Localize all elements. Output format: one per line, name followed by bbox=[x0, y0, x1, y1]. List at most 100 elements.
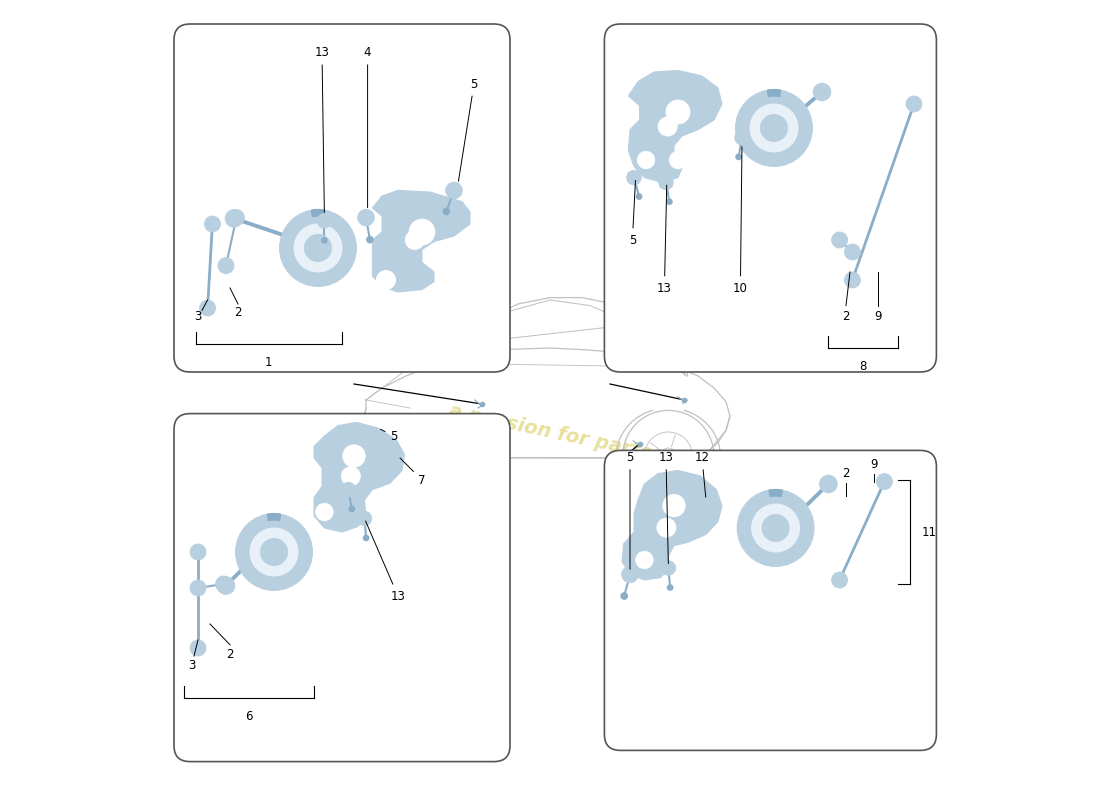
Text: 9: 9 bbox=[874, 310, 882, 322]
Text: 2: 2 bbox=[843, 467, 849, 480]
Circle shape bbox=[621, 566, 638, 582]
FancyBboxPatch shape bbox=[604, 450, 936, 750]
Polygon shape bbox=[628, 70, 722, 182]
Circle shape bbox=[190, 640, 206, 656]
Circle shape bbox=[820, 475, 837, 493]
Circle shape bbox=[216, 576, 232, 592]
Circle shape bbox=[735, 130, 749, 145]
Circle shape bbox=[261, 538, 287, 566]
Circle shape bbox=[877, 474, 892, 490]
Circle shape bbox=[349, 506, 355, 512]
Text: 5: 5 bbox=[626, 451, 634, 570]
Circle shape bbox=[832, 232, 848, 248]
Text: 8: 8 bbox=[859, 360, 867, 373]
FancyBboxPatch shape bbox=[604, 24, 936, 372]
Circle shape bbox=[750, 104, 798, 152]
Polygon shape bbox=[373, 190, 470, 292]
Circle shape bbox=[341, 482, 355, 497]
Circle shape bbox=[321, 237, 328, 244]
Text: 11: 11 bbox=[922, 526, 937, 538]
Circle shape bbox=[737, 490, 814, 566]
Text: 5: 5 bbox=[381, 430, 398, 442]
Circle shape bbox=[666, 100, 690, 124]
Circle shape bbox=[341, 466, 361, 486]
Circle shape bbox=[906, 96, 922, 112]
Text: 4: 4 bbox=[364, 46, 372, 208]
Circle shape bbox=[620, 592, 628, 600]
Text: 13: 13 bbox=[659, 451, 673, 564]
Circle shape bbox=[658, 117, 678, 136]
Circle shape bbox=[190, 580, 206, 596]
Text: 9: 9 bbox=[870, 458, 878, 470]
Circle shape bbox=[751, 504, 800, 552]
Text: 5: 5 bbox=[459, 78, 477, 182]
Circle shape bbox=[366, 236, 374, 243]
Text: 1: 1 bbox=[265, 356, 273, 369]
Circle shape bbox=[627, 170, 641, 185]
Polygon shape bbox=[314, 422, 405, 532]
Text: a passion for parts: a passion for parts bbox=[447, 402, 653, 462]
Circle shape bbox=[250, 528, 298, 576]
Text: 13: 13 bbox=[365, 521, 406, 602]
Text: 6: 6 bbox=[245, 710, 253, 723]
Circle shape bbox=[446, 182, 462, 198]
Circle shape bbox=[663, 494, 685, 517]
Wedge shape bbox=[311, 210, 324, 217]
Circle shape bbox=[199, 300, 216, 316]
Circle shape bbox=[316, 503, 333, 521]
Circle shape bbox=[294, 224, 342, 272]
Circle shape bbox=[636, 193, 642, 200]
Circle shape bbox=[226, 210, 243, 227]
Circle shape bbox=[661, 561, 675, 575]
Circle shape bbox=[736, 90, 813, 166]
Circle shape bbox=[637, 151, 654, 169]
Wedge shape bbox=[768, 90, 781, 97]
Polygon shape bbox=[621, 470, 722, 580]
Circle shape bbox=[409, 219, 434, 245]
Circle shape bbox=[343, 445, 365, 467]
Wedge shape bbox=[267, 514, 280, 521]
Text: 5: 5 bbox=[629, 180, 636, 246]
Text: 2: 2 bbox=[227, 648, 233, 661]
Circle shape bbox=[235, 514, 312, 590]
Circle shape bbox=[657, 518, 676, 538]
Text: 2: 2 bbox=[234, 306, 242, 318]
Wedge shape bbox=[769, 490, 782, 497]
Text: 12: 12 bbox=[694, 451, 710, 498]
Circle shape bbox=[305, 234, 331, 262]
Circle shape bbox=[217, 577, 234, 594]
FancyBboxPatch shape bbox=[174, 24, 510, 372]
Circle shape bbox=[832, 572, 848, 588]
Circle shape bbox=[442, 208, 450, 215]
Circle shape bbox=[405, 230, 425, 250]
Circle shape bbox=[358, 210, 374, 226]
FancyBboxPatch shape bbox=[174, 414, 510, 762]
Circle shape bbox=[735, 154, 743, 160]
Circle shape bbox=[666, 198, 673, 205]
Circle shape bbox=[845, 272, 860, 288]
Circle shape bbox=[363, 534, 370, 542]
Circle shape bbox=[845, 244, 860, 260]
Circle shape bbox=[669, 151, 686, 169]
Text: 13: 13 bbox=[315, 46, 329, 213]
Text: 3: 3 bbox=[195, 310, 201, 323]
Circle shape bbox=[659, 175, 673, 190]
Circle shape bbox=[358, 511, 372, 526]
Text: 2: 2 bbox=[843, 310, 849, 322]
Text: 3: 3 bbox=[188, 659, 196, 672]
Circle shape bbox=[205, 216, 220, 232]
Circle shape bbox=[317, 214, 332, 228]
Circle shape bbox=[813, 83, 830, 101]
Circle shape bbox=[279, 210, 356, 286]
Circle shape bbox=[376, 270, 396, 290]
Circle shape bbox=[190, 544, 206, 560]
Circle shape bbox=[762, 514, 789, 542]
Text: 10: 10 bbox=[733, 146, 748, 294]
Text: 7: 7 bbox=[400, 458, 426, 486]
Circle shape bbox=[760, 114, 788, 142]
Circle shape bbox=[229, 210, 244, 226]
Circle shape bbox=[667, 584, 673, 591]
Text: 13: 13 bbox=[657, 185, 672, 294]
Circle shape bbox=[218, 258, 234, 274]
Circle shape bbox=[636, 551, 653, 569]
